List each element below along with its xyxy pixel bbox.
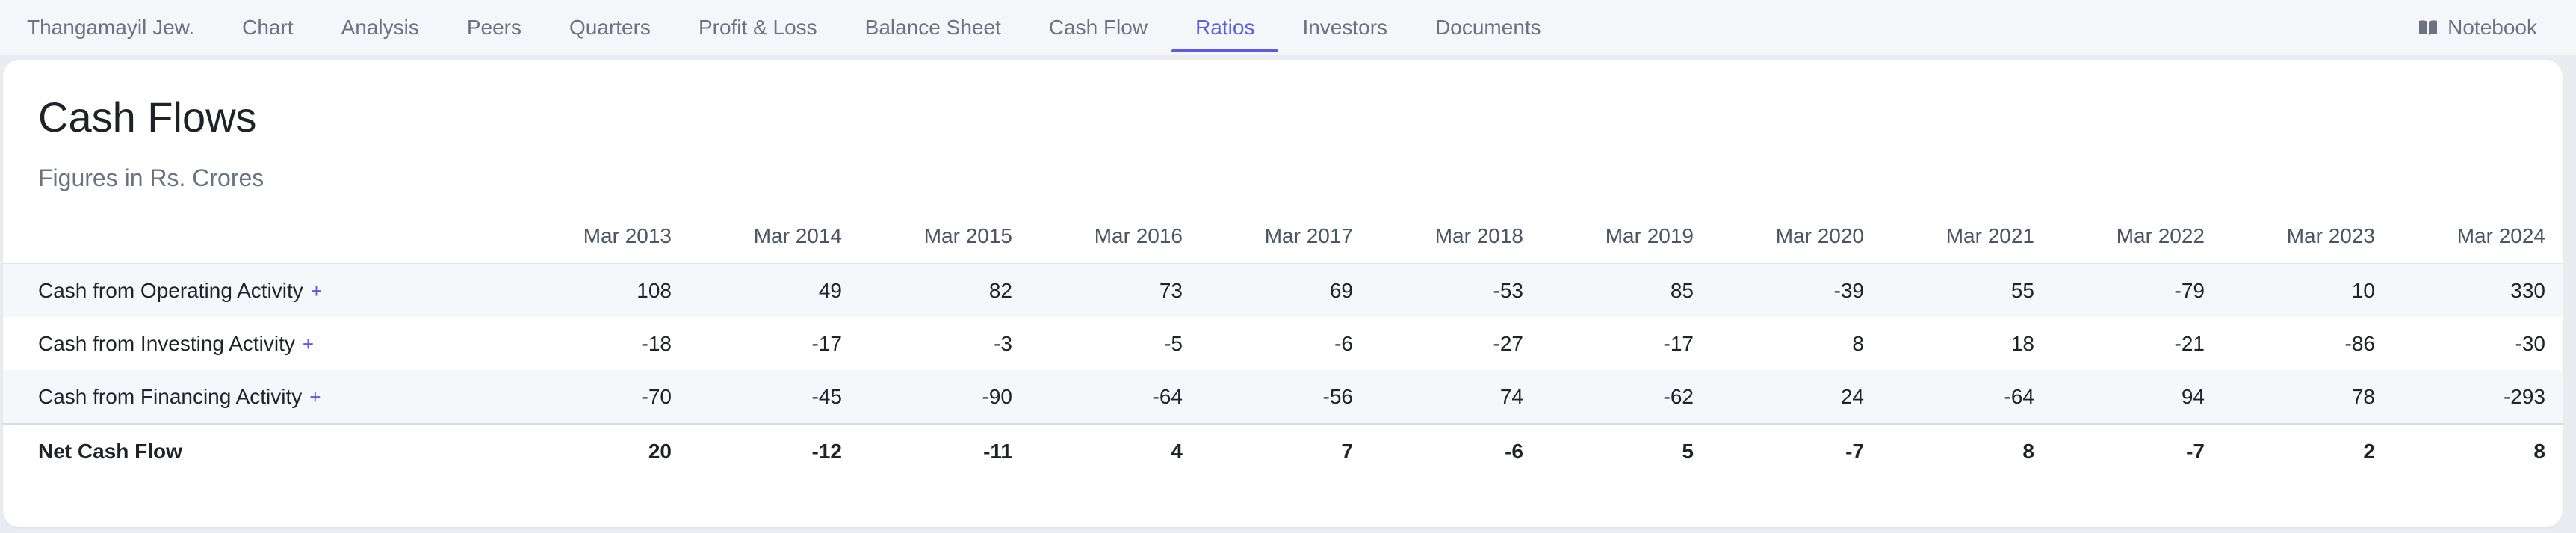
table-cell: -18 — [641, 331, 672, 355]
table-cell: 49 — [689, 263, 859, 317]
tab-cash-flow[interactable]: Cash Flow — [1048, 16, 1148, 39]
tab-peers[interactable]: Peers — [466, 16, 521, 39]
cash-flows-card: Cash Flows Figures in Rs. Crores Mar 201… — [3, 60, 2563, 527]
table-cell: 82 — [859, 263, 1030, 317]
table-cell: 8 — [1852, 331, 1864, 355]
table-cell: -70 — [518, 370, 689, 424]
table-cell: 8 — [2392, 423, 2563, 478]
row-label-cell: Cash from Investing Activity + — [3, 317, 518, 370]
table-cell: -64 — [1030, 370, 1200, 424]
book-icon — [2419, 20, 2438, 35]
column-header: Mar 2021 — [1881, 209, 2052, 264]
table-cell: -30 — [2515, 331, 2545, 355]
table-cell: 330 — [2392, 263, 2563, 317]
table-cell: -17 — [1663, 331, 1694, 355]
table-header-row: Mar 2013 Mar 2014 Mar 2015 Mar 2016 Mar 2017… — [3, 209, 2563, 264]
tab-investors[interactable]: Investors — [1302, 16, 1388, 39]
table-cell: -3 — [994, 331, 1012, 355]
table-cell: 5 — [1541, 423, 1711, 478]
column-header: Mar 2023 — [2222, 209, 2392, 264]
row-label: Cash from Financing Activity — [38, 384, 303, 408]
table-cell: -21 — [2174, 331, 2205, 355]
table-cell: 78 — [2222, 370, 2392, 424]
row-label-cell: Cash from Operating Activity + — [3, 263, 518, 317]
row-label: Cash from Investing Activity — [38, 331, 295, 355]
table-cell: 20 — [518, 423, 689, 478]
column-header: Mar 2013 — [518, 209, 689, 264]
table-cell: -62 — [1541, 370, 1711, 424]
table-cell: -6 — [1334, 331, 1353, 355]
tab-quarters[interactable]: Quarters — [569, 16, 651, 39]
table-cell: -53 — [1370, 263, 1541, 317]
tab-profit-loss[interactable]: Profit & Loss — [698, 16, 817, 39]
table-row: Cash from Operating Activity +108 49 82 73 69… — [3, 263, 2563, 317]
expand-plus-button[interactable]: + — [310, 279, 322, 302]
table-cell: -5 — [1164, 331, 1183, 355]
column-header: Mar 2022 — [2052, 209, 2222, 264]
table-cell: 18 — [2010, 331, 2034, 355]
column-header: Mar 2014 — [689, 209, 859, 264]
table-cell: -6 — [1370, 423, 1541, 478]
table-cell: -11 — [859, 423, 1030, 478]
table-cell: 55 — [1881, 263, 2052, 317]
table-cell: 4 — [1030, 423, 1200, 478]
expand-plus-button[interactable]: + — [302, 332, 315, 355]
table-body: Cash from Operating Activity +108 49 82 73 69… — [3, 263, 2563, 478]
table-cell: 85 — [1541, 263, 1711, 317]
row-label: Cash from Operating Activity — [38, 278, 303, 302]
table-cell: 73 — [1030, 263, 1200, 317]
table-cell: 94 — [2052, 370, 2222, 424]
table-cell: 74 — [1370, 370, 1541, 424]
table-cell: -39 — [1711, 263, 1881, 317]
table-cell: -12 — [689, 423, 859, 478]
column-header: Mar 2016 — [1030, 209, 1200, 264]
table-cell: 2 — [2222, 423, 2392, 478]
table-cell: 7 — [1200, 423, 1370, 478]
table-cell: -79 — [2052, 263, 2222, 317]
column-header: Mar 2019 — [1541, 209, 1711, 264]
table-cell: -90 — [859, 370, 1030, 424]
table-cell: -293 — [2392, 370, 2563, 424]
table-cell: -56 — [1200, 370, 1370, 424]
table-cell: 10 — [2222, 263, 2392, 317]
table-cell: -17 — [811, 331, 842, 355]
table-cell: -7 — [2052, 423, 2222, 478]
column-header: Mar 2018 — [1370, 209, 1541, 264]
nav-tabs: Thangamayil Jew. Chart Analysis Peers Quarte… — [0, 0, 1565, 55]
net-cash-flow-row: Net Cash Flow 20 -12 -11 4 7 -6 5 -7 8 -7 2 8 — [3, 423, 2563, 478]
row-label-cell: Cash from Financing Activity + — [3, 370, 518, 424]
tab-analysis[interactable]: Analysis — [341, 16, 419, 39]
table-cell: -64 — [1881, 370, 2052, 424]
tab-documents[interactable]: Documents — [1435, 16, 1541, 39]
tab-chart[interactable]: Chart — [242, 16, 294, 39]
table-cell: 8 — [1881, 423, 2052, 478]
column-header: Mar 2017 — [1200, 209, 1370, 264]
top-navigation: Thangamayil Jew. Chart Analysis Peers Quarte… — [0, 0, 2576, 55]
table-row: Cash from Investing Activity + -18 -17 -3 -5 -… — [3, 317, 2563, 370]
section-title: Cash Flows — [38, 93, 257, 141]
section-subtitle: Figures in Rs. Crores — [38, 164, 264, 191]
table-cell: -7 — [1711, 423, 1881, 478]
tab-thangamayil-jew[interactable]: Thangamayil Jew. — [27, 16, 195, 39]
header-label-cell — [3, 209, 518, 264]
notebook-label: Notebook — [2447, 16, 2537, 39]
column-header: Mar 2015 — [859, 209, 1030, 264]
cash-flow-table: Mar 2013 Mar 2014 Mar 2015 Mar 2016 Mar 2017… — [3, 209, 2563, 478]
table-cell: -27 — [1493, 331, 1523, 355]
table-cell: -45 — [689, 370, 859, 424]
table-row: Cash from Financing Activity + -70 -45 -90 -6… — [3, 370, 2563, 424]
column-header: Mar 2020 — [1711, 209, 1881, 264]
column-header: Mar 2024 — [2392, 209, 2563, 264]
net-cash-flow-label: Net Cash Flow — [3, 423, 518, 478]
notebook-button[interactable]: Notebook — [2418, 0, 2537, 55]
tab-ratios[interactable]: Ratios — [1171, 0, 1279, 55]
table-cell: 69 — [1200, 263, 1370, 317]
expand-plus-button[interactable]: + — [309, 385, 321, 408]
table-cell: 24 — [1711, 370, 1881, 424]
tab-balance-sheet[interactable]: Balance Sheet — [864, 16, 1001, 39]
table-cell: -86 — [2344, 331, 2375, 355]
table-cell: 108 — [518, 263, 689, 317]
